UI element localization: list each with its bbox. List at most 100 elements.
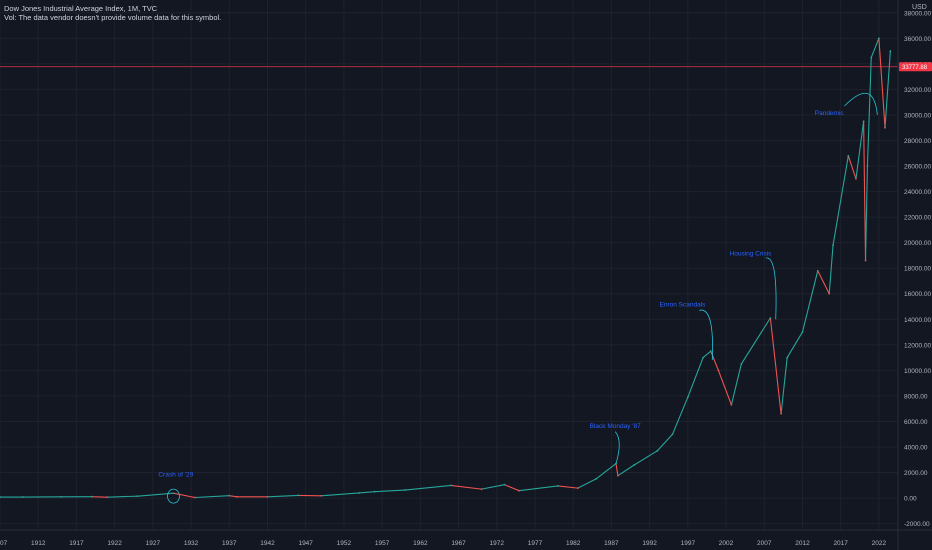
x-tick-label: 1952 [337, 540, 352, 547]
price-series [0, 37, 898, 499]
time-axis[interactable]: 1907 1912 1917 1922 1927 1932 1937 1942 1947 1952… [0, 529, 932, 547]
x-tick-label: 1912 [31, 540, 46, 547]
series-segment [687, 357, 704, 398]
series-point [193, 496, 196, 499]
annotation-callout [765, 257, 777, 320]
series-point [404, 489, 406, 491]
series-point [576, 487, 579, 490]
series-point [671, 433, 674, 436]
series-point [786, 356, 789, 359]
y-tick-label: 16000.00 [904, 291, 931, 298]
series-segment [878, 37, 886, 129]
series-segment [866, 56, 872, 167]
x-tick-label: 1997 [681, 540, 696, 547]
y-tick-label: 0.00 [904, 496, 917, 503]
price-axis[interactable]: -2000.00 0.00 2000.00 4000.00 6000.00 8000.00… [897, 0, 932, 550]
series-point [866, 165, 869, 167]
volume-note: Vol: The data vendor doesn't provide vol… [4, 13, 222, 22]
x-tick-label: 2012 [795, 540, 810, 547]
y-tick-label: 14000.00 [904, 317, 931, 324]
series-point [236, 495, 238, 498]
series-point [297, 494, 299, 497]
annotation-label[interactable]: Pandemic [815, 110, 845, 117]
series-segment [172, 492, 196, 499]
series-segment [828, 244, 834, 295]
series-point [801, 331, 804, 333]
x-tick-label: 2022 [872, 540, 887, 547]
series-segment [106, 495, 139, 498]
series-point [503, 483, 506, 486]
series-segment [717, 369, 732, 406]
series-point [0, 496, 1, 498]
series-point [870, 56, 873, 59]
annotation-label[interactable]: Housing Crisis [730, 250, 773, 257]
currency-label[interactable]: USD [912, 4, 927, 11]
y-tick-label: 32000.00 [904, 87, 931, 94]
y-tick-label: 2000.00 [904, 470, 928, 477]
series-segment [480, 484, 505, 490]
x-tick-label: 1927 [146, 540, 161, 547]
x-tick-label: 2002 [719, 540, 734, 547]
series-segment [786, 331, 804, 359]
series-point [780, 412, 782, 415]
series-segment [884, 50, 891, 129]
series-point [832, 244, 834, 247]
x-tick-label: 1957 [375, 540, 390, 547]
series-point [136, 495, 139, 498]
series-segment [801, 270, 819, 333]
series-segment [557, 485, 579, 489]
annotation-callout [614, 431, 620, 464]
series-segment [617, 464, 635, 477]
annotation-label[interactable]: Crash of '29 [158, 471, 193, 478]
y-tick-label: 22000.00 [904, 215, 931, 222]
x-tick-label: 1917 [69, 540, 84, 547]
series-segment [503, 484, 520, 492]
annotations: Crash of '29 Black Monday '87 Enron Scanda… [158, 92, 878, 504]
annotation-label[interactable]: Enron Scandals [660, 302, 707, 309]
y-tick-label: 4000.00 [904, 444, 928, 451]
crash-circle [167, 488, 180, 504]
chart-legend: Dow Jones Industrial Average Index, 1M, … [4, 4, 221, 22]
x-tick-label: 1937 [222, 540, 237, 547]
symbol-title[interactable]: Dow Jones Industrial Average Index, 1M, … [4, 4, 158, 13]
series-segment [780, 357, 788, 415]
series-point [358, 492, 361, 494]
series-point [864, 259, 867, 262]
x-tick-label: 1962 [413, 540, 428, 547]
y-tick-label: 20000.00 [904, 240, 931, 247]
series-segment [266, 494, 299, 498]
series-segment [656, 433, 674, 452]
series-segment [518, 485, 559, 492]
annotation-callout [844, 92, 878, 115]
current-price-label: 33777.88 [902, 65, 928, 71]
series-segment [320, 492, 360, 497]
x-tick-label: 1977 [528, 540, 543, 547]
x-tick-label: 1987 [604, 540, 619, 547]
series-point [106, 496, 108, 499]
y-tick-label: 26000.00 [904, 164, 931, 171]
series-point [686, 396, 689, 399]
series-point [702, 356, 705, 359]
series-point [828, 292, 831, 295]
y-tick-label: 18000.00 [904, 266, 931, 273]
x-tick-label: 1972 [490, 540, 505, 547]
x-tick-label: 2017 [833, 540, 848, 547]
series-point [862, 120, 865, 123]
series-segment [740, 317, 771, 365]
series-segment [864, 165, 868, 262]
series-point [633, 463, 636, 466]
y-tick-label: 6000.00 [904, 419, 928, 426]
series-point [595, 478, 598, 480]
series-segment [817, 270, 830, 295]
series-segment [91, 496, 108, 498]
series-segment [373, 489, 406, 493]
series-point [709, 350, 712, 353]
series-segment [228, 495, 238, 498]
series-segment [832, 155, 849, 246]
annotation-label[interactable]: Black Monday '87 [590, 423, 641, 430]
series-segment [633, 450, 658, 466]
x-tick-label: 1967 [451, 540, 466, 547]
series-point [518, 489, 520, 492]
